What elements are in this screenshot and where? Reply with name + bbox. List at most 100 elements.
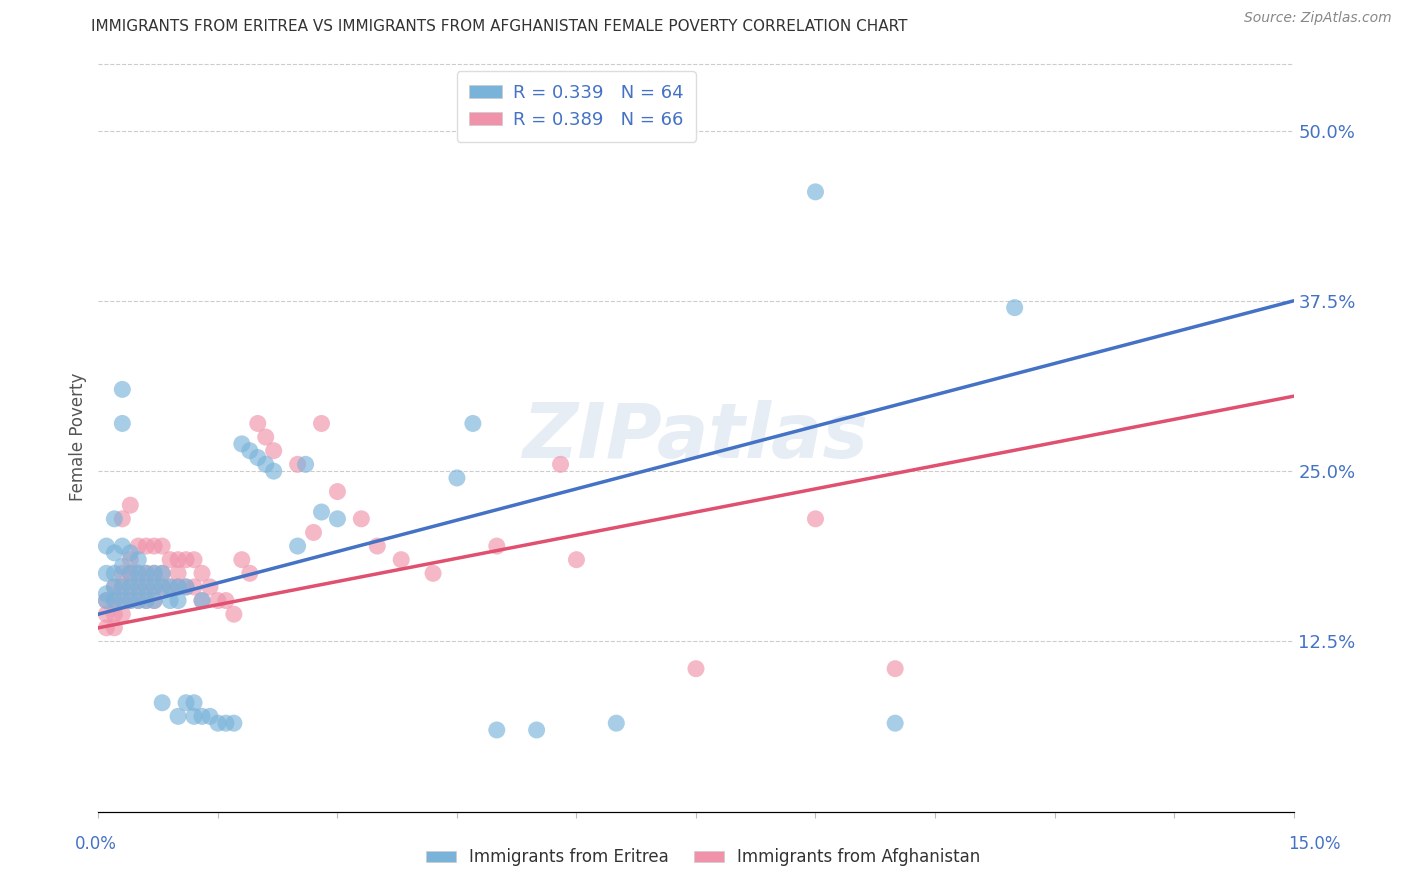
Point <box>143 580 166 594</box>
Point <box>127 593 149 607</box>
Point <box>311 417 333 431</box>
Point <box>191 593 214 607</box>
Point <box>103 580 125 594</box>
Point <box>326 484 349 499</box>
Point <box>485 723 508 737</box>
Point <box>167 709 190 723</box>
Point <box>884 716 907 731</box>
Point <box>167 593 190 607</box>
Point <box>120 552 142 566</box>
Point <box>389 552 412 566</box>
Point <box>135 566 157 581</box>
Point <box>174 580 197 594</box>
Point <box>1004 301 1026 315</box>
Point <box>526 723 548 737</box>
Point <box>127 580 149 594</box>
Legend: Immigrants from Eritrea, Immigrants from Afghanistan: Immigrants from Eritrea, Immigrants from… <box>419 842 987 873</box>
Point <box>143 593 166 607</box>
Point <box>96 587 118 601</box>
Point <box>143 580 166 594</box>
Point <box>135 566 157 581</box>
Point <box>804 512 827 526</box>
Point <box>111 580 134 594</box>
Point <box>565 552 588 566</box>
Point <box>159 580 181 594</box>
Point <box>120 498 142 512</box>
Point <box>111 580 134 594</box>
Point <box>685 662 707 676</box>
Point <box>111 417 134 431</box>
Point <box>350 512 373 526</box>
Point <box>485 539 508 553</box>
Point <box>167 552 190 566</box>
Point <box>103 593 125 607</box>
Point <box>174 580 197 594</box>
Point <box>127 566 149 581</box>
Point <box>366 539 388 553</box>
Point <box>159 593 181 607</box>
Point <box>183 696 205 710</box>
Text: IMMIGRANTS FROM ERITREA VS IMMIGRANTS FROM AFGHANISTAN FEMALE POVERTY CORRELATIO: IMMIGRANTS FROM ERITREA VS IMMIGRANTS FR… <box>91 20 908 34</box>
Point <box>246 417 269 431</box>
Point <box>135 580 157 594</box>
Point <box>167 580 190 594</box>
Point <box>150 696 173 710</box>
Point <box>127 580 149 594</box>
Point <box>191 709 214 723</box>
Point <box>461 417 484 431</box>
Point <box>111 593 134 607</box>
Point <box>120 566 142 581</box>
Point <box>143 566 166 581</box>
Point <box>127 539 149 553</box>
Point <box>120 593 142 607</box>
Text: 0.0%: 0.0% <box>75 835 117 853</box>
Point <box>135 593 157 607</box>
Point <box>222 716 245 731</box>
Point <box>183 580 205 594</box>
Text: Source: ZipAtlas.com: Source: ZipAtlas.com <box>1244 12 1392 25</box>
Point <box>150 566 173 581</box>
Legend: R = 0.339   N = 64, R = 0.389   N = 66: R = 0.339 N = 64, R = 0.389 N = 66 <box>457 71 696 142</box>
Point <box>96 593 118 607</box>
Point <box>605 716 627 731</box>
Point <box>287 458 309 472</box>
Point <box>120 593 142 607</box>
Point <box>239 566 262 581</box>
Point <box>103 580 125 594</box>
Point <box>198 709 221 723</box>
Point <box>183 552 205 566</box>
Point <box>311 505 333 519</box>
Point <box>96 539 118 553</box>
Point <box>174 696 197 710</box>
Point <box>96 566 118 581</box>
Point <box>150 580 173 594</box>
Point <box>159 552 181 566</box>
Point <box>207 716 229 731</box>
Point <box>120 546 142 560</box>
Point <box>96 621 118 635</box>
Point <box>135 593 157 607</box>
Point <box>239 443 262 458</box>
Point <box>191 593 214 607</box>
Point <box>804 185 827 199</box>
Point <box>120 566 142 581</box>
Point <box>111 539 134 553</box>
Point <box>167 566 190 581</box>
Point <box>422 566 444 581</box>
Point <box>294 458 316 472</box>
Point <box>446 471 468 485</box>
Point <box>111 383 134 397</box>
Point <box>263 464 285 478</box>
Point <box>103 512 125 526</box>
Point <box>103 607 125 622</box>
Point <box>120 580 142 594</box>
Point <box>302 525 325 540</box>
Point <box>150 539 173 553</box>
Point <box>143 593 166 607</box>
Point <box>215 593 238 607</box>
Point <box>215 716 238 731</box>
Point <box>103 621 125 635</box>
Point <box>103 593 125 607</box>
Point <box>111 559 134 574</box>
Point <box>231 437 253 451</box>
